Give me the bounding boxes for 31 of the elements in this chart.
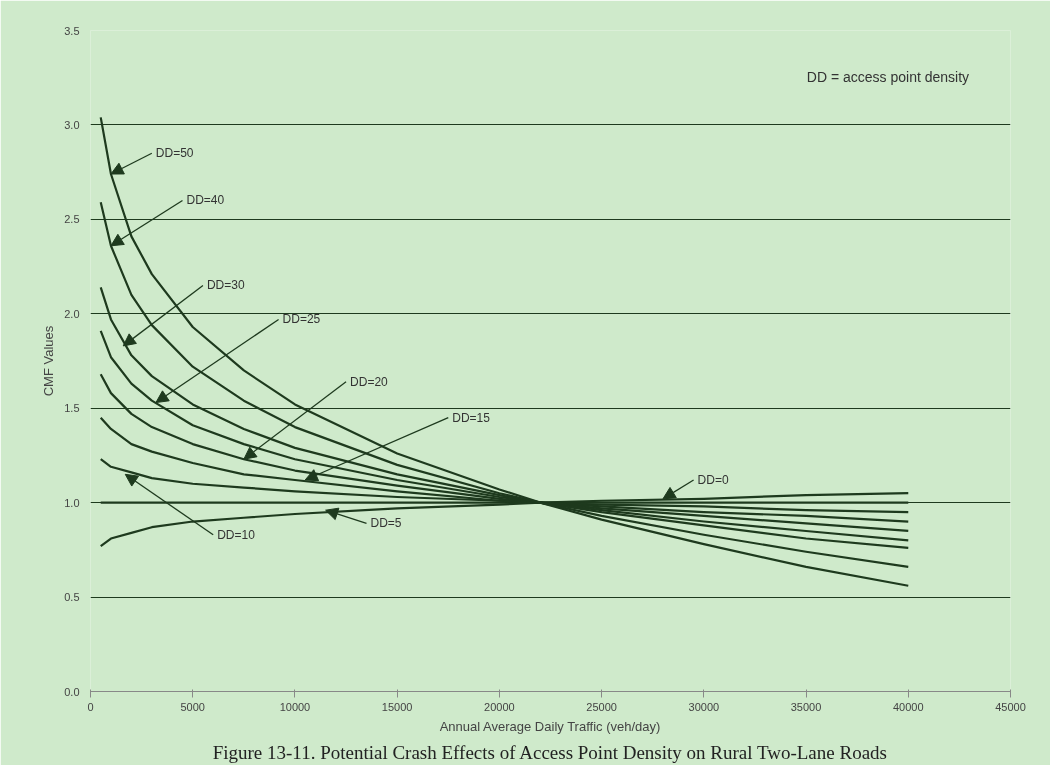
annotation: DD=25	[282, 312, 321, 327]
x-tick-label: 0	[87, 700, 94, 713]
x-tick-label: 30000	[688, 700, 720, 713]
annotation: DD=50	[155, 146, 194, 161]
y-tick-label: 2.5	[64, 213, 80, 226]
x-tick-label: 10000	[279, 700, 311, 713]
x-tick-label: 25000	[586, 700, 617, 713]
y-tick-label: 3.0	[64, 118, 80, 131]
text: Figure 13-11. Potential Crash Effects of Access Point Density on Rural Two-Lane Roads	[212, 741, 887, 763]
x-tick-label: 40000	[892, 700, 924, 713]
annotation: DD=15	[452, 410, 491, 425]
y-tick-label: 1.0	[64, 496, 80, 509]
annotation: DD=0	[697, 472, 729, 487]
y-tick-label: 0.0	[64, 685, 80, 698]
annotation: DD=20	[350, 374, 389, 389]
x-tick-label: 20000	[484, 700, 515, 713]
annotation: DD=30	[206, 278, 245, 293]
annotation: DD=10	[217, 527, 256, 542]
y-tick-label: 3.5	[64, 24, 80, 37]
annotation: DD=40	[186, 193, 225, 208]
annotation: DD = access point density	[806, 68, 970, 85]
x-axis-title: Annual Average Daily Traffic (veh/day)	[439, 718, 661, 734]
x-tick-label: 35000	[790, 700, 822, 713]
annotation: DD=5	[370, 516, 402, 531]
y-axis-title: CMF Values	[41, 325, 57, 397]
x-tick-label: 15000	[381, 700, 413, 713]
x-tick-label: 5000	[180, 700, 205, 713]
x-tick-label: 45000	[995, 700, 1026, 713]
y-tick-label: 2.0	[64, 307, 80, 320]
y-tick-label: 1.5	[64, 402, 80, 415]
y-tick-label: 0.5	[64, 591, 80, 604]
